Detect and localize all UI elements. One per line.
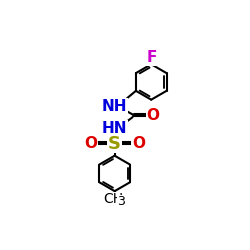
Text: O: O [132, 136, 145, 151]
Text: O: O [147, 108, 160, 123]
Text: F: F [147, 50, 158, 65]
Text: NH: NH [102, 98, 128, 114]
Text: HN: HN [102, 121, 128, 136]
Text: CH: CH [104, 192, 124, 206]
Text: S: S [108, 134, 121, 152]
Text: O: O [84, 136, 97, 151]
Text: 3: 3 [118, 195, 125, 208]
